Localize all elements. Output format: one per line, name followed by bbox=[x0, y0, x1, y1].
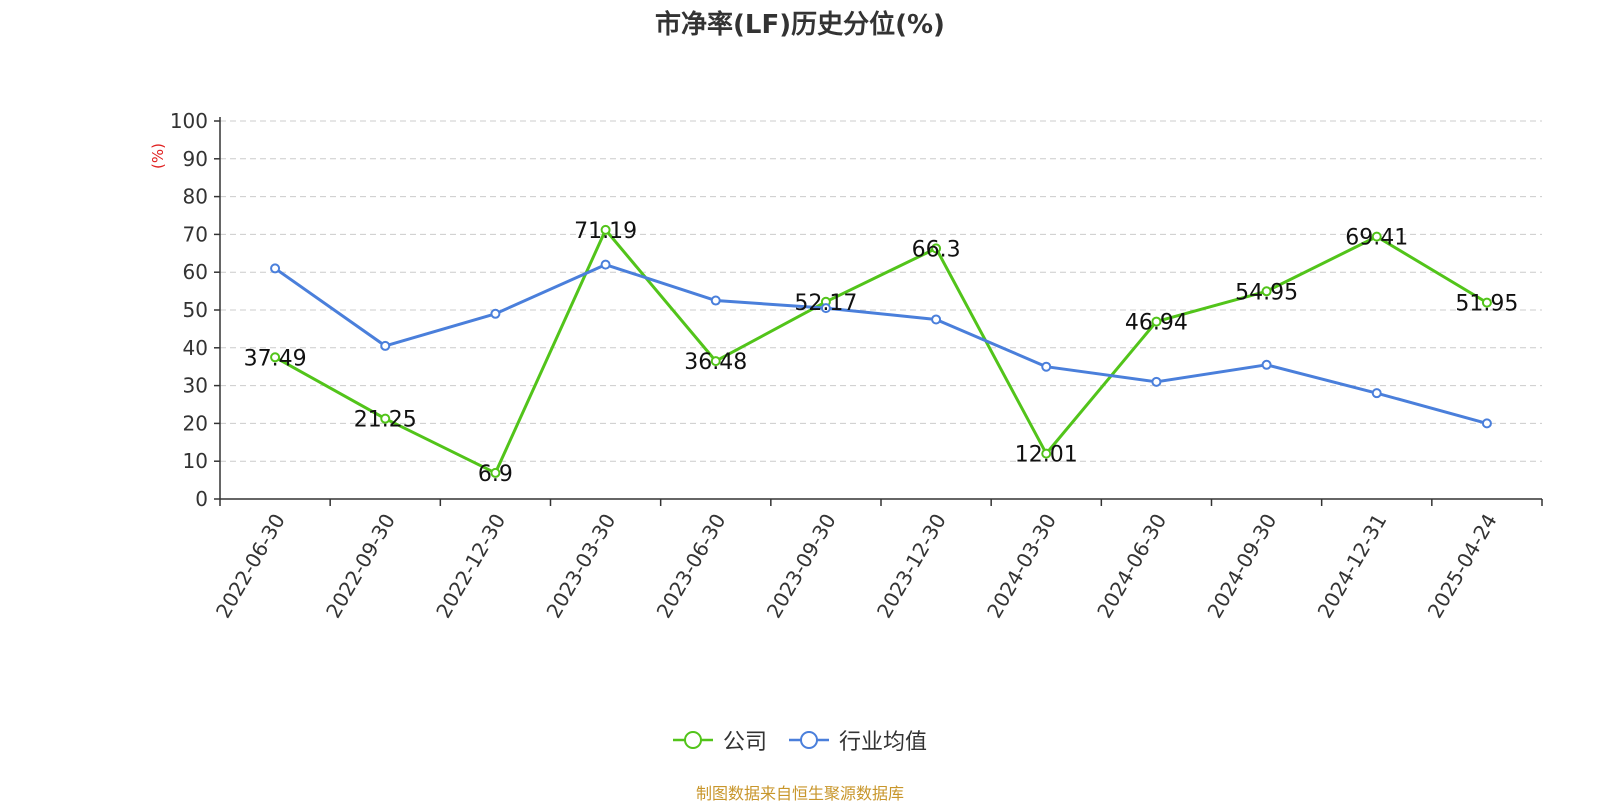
series-1-point-5 bbox=[820, 303, 831, 314]
data-label-company-7: 12.01 bbox=[1015, 443, 1078, 468]
legend-item-company[interactable]: 公司 bbox=[672, 724, 767, 756]
series-0-point-11 bbox=[1481, 297, 1492, 308]
x-tick-label-2023-09-30: 2023-09-30 bbox=[762, 510, 841, 623]
series-line-0 bbox=[274, 228, 1488, 475]
series-1-point-11 bbox=[1481, 418, 1492, 429]
data-label-company-9: 54.95 bbox=[1235, 280, 1298, 305]
series-0-point-8 bbox=[1151, 316, 1162, 327]
y-tick-label-60: 60 bbox=[183, 260, 208, 284]
x-tick-label-2025-04-24: 2025-04-24 bbox=[1423, 510, 1502, 623]
x-tick-label-2023-12-30: 2023-12-30 bbox=[872, 509, 951, 622]
data-label-company-11: 51.95 bbox=[1455, 292, 1518, 317]
series-1-point-6 bbox=[931, 314, 942, 325]
x-tick-label-2023-06-30: 2023-06-30 bbox=[652, 510, 731, 623]
data-label-company-0: 37.49 bbox=[244, 346, 307, 371]
y-tick-label-100: 100 bbox=[170, 109, 208, 133]
y-tick-label-10: 10 bbox=[183, 449, 208, 473]
series-0-point-1 bbox=[380, 413, 391, 424]
x-tick-label-2022-06-30: 2022-06-30 bbox=[211, 510, 290, 623]
series-0-point-9 bbox=[1261, 286, 1272, 297]
y-axis-unit-label: (%) bbox=[149, 143, 167, 169]
legend: 公司 行业均值 bbox=[0, 724, 1600, 756]
data-label-company-5: 52.17 bbox=[794, 291, 857, 316]
series-1-point-1 bbox=[380, 340, 391, 351]
label-layer: 37.49 21.25 6.9 71.19 36.48 52.17 66.3 12.01 46.… bbox=[244, 219, 1519, 487]
data-label-company-1: 21.25 bbox=[354, 408, 417, 433]
y-tick-label-30: 30 bbox=[183, 374, 208, 398]
x-tick-label-2024-06-30: 2024-06-30 bbox=[1092, 510, 1171, 623]
series-1-point-9 bbox=[1261, 359, 1272, 370]
series-0-point-6 bbox=[931, 243, 942, 254]
data-label-company-3: 71.19 bbox=[574, 219, 637, 244]
series-1-point-4 bbox=[710, 295, 721, 306]
y-tick-label-70: 70 bbox=[183, 222, 208, 246]
y-tick-label-50: 50 bbox=[183, 298, 208, 322]
y-tick-label-0: 0 bbox=[195, 487, 208, 511]
series-1-point-3 bbox=[600, 259, 611, 270]
legend-industry-label: 行业均值 bbox=[839, 730, 928, 755]
legend-company-label: 公司 bbox=[722, 730, 767, 755]
series-1-point-2 bbox=[490, 308, 501, 319]
x-tick-label-2022-09-30: 2022-09-30 bbox=[321, 510, 400, 623]
series-1-point-8 bbox=[1151, 376, 1162, 387]
y-tick-label-80: 80 bbox=[183, 185, 208, 209]
y-tick-label-90: 90 bbox=[183, 147, 208, 171]
data-label-company-8: 46.94 bbox=[1125, 311, 1188, 336]
series-0-point-10 bbox=[1371, 231, 1382, 242]
axis-layer: 0 10 20 30 40 50 60 70 80 90 100(%) 2022-06-30 2022-… bbox=[149, 109, 1543, 623]
series-1-point-10 bbox=[1371, 388, 1382, 399]
series-0-point-0 bbox=[270, 352, 281, 363]
legend-industry-marker bbox=[789, 731, 829, 749]
x-tick-label-2023-03-30: 2023-03-30 bbox=[541, 510, 620, 623]
x-tick-label-2022-12-30: 2022-12-30 bbox=[431, 509, 510, 622]
x-tick-label-2024-09-30: 2024-09-30 bbox=[1202, 510, 1281, 623]
legend-item-industry-average[interactable]: 行业均值 bbox=[789, 724, 927, 756]
series-0-point-3 bbox=[600, 224, 611, 235]
data-label-company-6: 66.3 bbox=[912, 237, 961, 262]
source-note: 制图数据来自恒生聚源数据库 bbox=[695, 784, 904, 803]
y-tick-label-20: 20 bbox=[183, 411, 208, 435]
series-1-point-0 bbox=[270, 263, 281, 274]
series-0-point-4 bbox=[710, 356, 721, 367]
series-layer bbox=[270, 224, 1492, 478]
x-tick-label-2024-03-30: 2024-03-30 bbox=[982, 510, 1061, 623]
x-tick-label-2024-12-31: 2024-12-31 bbox=[1313, 510, 1392, 623]
data-label-company-4: 36.48 bbox=[684, 350, 747, 375]
series-0-point-2 bbox=[490, 467, 501, 478]
y-tick-label-40: 40 bbox=[183, 336, 208, 360]
series-0-point-7 bbox=[1041, 448, 1052, 459]
data-label-company-2: 6.9 bbox=[478, 462, 513, 487]
series-1-point-7 bbox=[1041, 361, 1052, 372]
series-line-1 bbox=[274, 263, 1488, 425]
data-label-company-10: 69.41 bbox=[1345, 226, 1408, 251]
chart-title: 市净率(LF)历史分位(%) bbox=[655, 10, 945, 40]
legend-company-marker bbox=[672, 731, 713, 749]
grid-layer bbox=[220, 120, 1542, 462]
